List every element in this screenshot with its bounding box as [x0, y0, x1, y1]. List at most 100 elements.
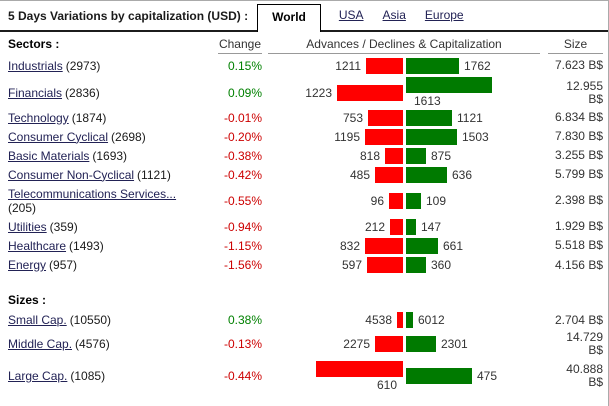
constituent-count: (2698)	[111, 129, 146, 144]
category-link[interactable]: Large Cap.	[8, 369, 68, 383]
constituent-count: (359)	[49, 219, 78, 234]
column-header-size: Size	[548, 38, 603, 54]
declines-count: 610	[376, 377, 397, 392]
category-link[interactable]: Middle Cap.	[8, 337, 73, 351]
declines-count: 1223	[305, 85, 332, 100]
region-tabs: World USA Asia Europe	[257, 4, 465, 32]
table-row: Consumer Cyclical(2698) -0.20% 1195 1195…	[0, 127, 608, 146]
table-row: Utilities(359) -0.94% 212 212 147 147	[0, 217, 608, 236]
advances-bar	[406, 218, 416, 235]
category-link[interactable]: Utilities	[8, 219, 47, 234]
advances-bar	[406, 77, 492, 93]
change-value: -0.01%	[223, 110, 262, 125]
category-link[interactable]: Technology	[8, 110, 69, 125]
tab-asia[interactable]: Asia	[382, 8, 406, 22]
size-value: 3.255 B$	[554, 148, 603, 162]
declines-count: 485	[349, 167, 370, 182]
size-value: 14.729 B$	[566, 330, 603, 357]
size-value: 1.929 B$	[554, 219, 603, 233]
constituent-count: (1874)	[71, 110, 107, 125]
table-row: Small Cap.(10550) 0.38% 4538 4538 6012 6…	[0, 309, 608, 331]
advances-bar	[406, 192, 421, 209]
advance-decline-chart: 1223 1223 1613 1613	[268, 77, 540, 108]
advances-count: 1121	[457, 110, 483, 125]
advances-bar	[406, 109, 452, 126]
advances-bar	[406, 312, 413, 328]
declines-count: 4538	[365, 313, 392, 327]
change-value: 0.15%	[227, 58, 262, 73]
table-row: Technology(1874) -0.01% 753 753 1121 112…	[0, 108, 608, 127]
declines-bar	[367, 257, 403, 273]
category-link[interactable]: Consumer Cyclical	[8, 129, 109, 144]
advance-decline-chart: 4538 4538 6012 6012	[268, 312, 540, 328]
advances-count: 360	[431, 258, 452, 272]
declines-bar	[389, 192, 403, 209]
table-row: Financials(2836) 0.09% 1223 1223 1613 16…	[0, 77, 608, 108]
change-value: -1.15%	[223, 238, 262, 253]
constituent-count: (1121)	[137, 167, 171, 182]
change-value: -0.55%	[223, 193, 262, 208]
category-link[interactable]: Consumer Non-Cyclical	[8, 167, 135, 182]
advance-decline-chart: 832 832 661 661	[268, 237, 540, 254]
declines-bar	[365, 237, 403, 254]
advances-count: 1613	[414, 94, 441, 108]
declines-bar	[337, 84, 403, 101]
category-link[interactable]: Financials	[8, 85, 63, 100]
advances-bar	[406, 368, 472, 384]
declines-count: 212	[364, 219, 385, 234]
declines-bar	[366, 57, 403, 74]
category-link[interactable]: Small Cap.	[8, 313, 67, 327]
tab-usa[interactable]: USA	[338, 8, 364, 22]
constituent-count: (1493)	[69, 238, 104, 253]
declines-count: 96	[370, 193, 384, 208]
table-row: Middle Cap.(4576) -0.13% 2275 2275 2301 …	[0, 331, 608, 357]
advance-decline-chart: 753 753 1121 1121	[268, 109, 540, 126]
size-value: 4.156 B$	[554, 257, 603, 272]
constituent-count: (1693)	[92, 148, 128, 163]
advances-count: 636	[452, 167, 473, 182]
advances-count: 475	[477, 369, 498, 383]
constituent-count: (1085)	[70, 369, 106, 383]
advances-count: 109	[426, 193, 447, 208]
change-value: -0.13%	[223, 337, 262, 351]
category-link[interactable]: Industrials	[8, 58, 63, 73]
category-link[interactable]: Telecommunications Services...	[8, 186, 177, 201]
title-bar: 5 Days Variations by capitalization (USD…	[0, 1, 608, 32]
tab-europe[interactable]: Europe	[424, 8, 464, 22]
advance-decline-chart: 597 597 360 360	[268, 257, 540, 273]
advances-bar	[406, 147, 426, 164]
tab-world[interactable]: World	[257, 4, 321, 32]
declines-bar	[375, 336, 403, 352]
change-value: -0.20%	[223, 129, 262, 144]
declines-bar	[375, 166, 403, 183]
advances-count: 1503	[462, 129, 489, 144]
declines-count: 832	[339, 238, 360, 253]
advances-bar	[406, 128, 457, 145]
sectors-rows: Industrials(2973) 0.15% 1211 1211 1762 1…	[0, 54, 608, 275]
category-link[interactable]: Basic Materials	[8, 148, 90, 163]
column-header-row: Sectors : Change Advances / Declines & C…	[0, 32, 608, 54]
category-link[interactable]: Energy	[8, 258, 47, 272]
change-value: 0.09%	[227, 85, 262, 100]
constituent-count: (2836)	[65, 85, 100, 100]
size-value: 7.830 B$	[554, 129, 603, 143]
declines-count: 1211	[335, 58, 361, 73]
advance-decline-chart: 818 818 875 875	[268, 147, 540, 164]
advance-decline-chart: 2275 2275 2301 2301	[268, 336, 540, 352]
table-row: Healthcare(1493) -1.15% 832 832 661 661	[0, 236, 608, 255]
column-header-advances-declines: Advances / Declines & Capitalization	[268, 37, 540, 54]
advance-decline-chart: 1195 1195 1503 1503	[268, 128, 540, 145]
size-value: 6.834 B$	[554, 110, 603, 124]
constituent-count: (2973)	[65, 58, 101, 73]
table-row: Basic Materials(1693) -0.38% 818 818 875…	[0, 146, 608, 165]
declines-bar	[385, 147, 403, 164]
declines-count: 753	[342, 110, 363, 125]
declines-bar	[397, 312, 403, 328]
change-value: -0.42%	[223, 167, 262, 182]
category-link[interactable]: Healthcare	[8, 238, 67, 253]
advances-count: 2301	[441, 337, 468, 351]
sizes-rows: Small Cap.(10550) 0.38% 4538 4538 6012 6…	[0, 309, 608, 395]
table-row: Consumer Non-Cyclical(1121) -0.42% 485 4…	[0, 165, 608, 184]
change-value: -0.38%	[223, 148, 262, 163]
change-value: 0.38%	[227, 313, 262, 327]
